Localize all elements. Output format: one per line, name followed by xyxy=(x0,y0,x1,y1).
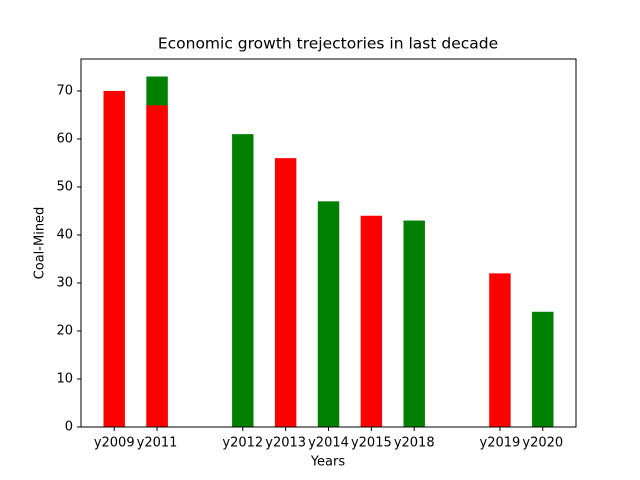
y-tick-label: 30 xyxy=(56,275,73,290)
x-tick-label: y2012 xyxy=(222,436,263,451)
x-axis-label: Years xyxy=(310,455,346,470)
chart-title: Economic growth trejectories in last dec… xyxy=(158,35,498,53)
bar xyxy=(274,158,297,428)
bar xyxy=(532,311,554,427)
y-tick-label: 60 xyxy=(56,131,73,146)
x-tick-label: y2019 xyxy=(480,436,521,451)
bar xyxy=(103,90,125,427)
y-tick-label: 0 xyxy=(65,420,73,435)
x-tick-label: y2009 xyxy=(94,436,135,451)
y-tick-label: 20 xyxy=(56,323,73,338)
x-tick-label: y2015 xyxy=(351,436,392,451)
y-tick-label: 40 xyxy=(56,227,73,242)
x-tick-label: y2014 xyxy=(308,436,349,451)
bar xyxy=(403,220,425,427)
y-axis-label: Coal-Mined xyxy=(33,207,48,280)
x-tick-label: y2020 xyxy=(522,436,563,451)
x-tick-label: y2013 xyxy=(265,436,306,451)
bar xyxy=(489,273,511,427)
bar xyxy=(232,134,254,427)
y-tick-label: 50 xyxy=(56,179,73,194)
bar xyxy=(360,215,383,427)
bar xyxy=(146,105,168,427)
y-tick-label: 10 xyxy=(56,371,73,386)
x-tick-label: y2018 xyxy=(394,436,435,451)
x-tick-label: y2011 xyxy=(137,436,178,451)
bar xyxy=(317,201,340,427)
y-tick-label: 70 xyxy=(56,83,73,98)
